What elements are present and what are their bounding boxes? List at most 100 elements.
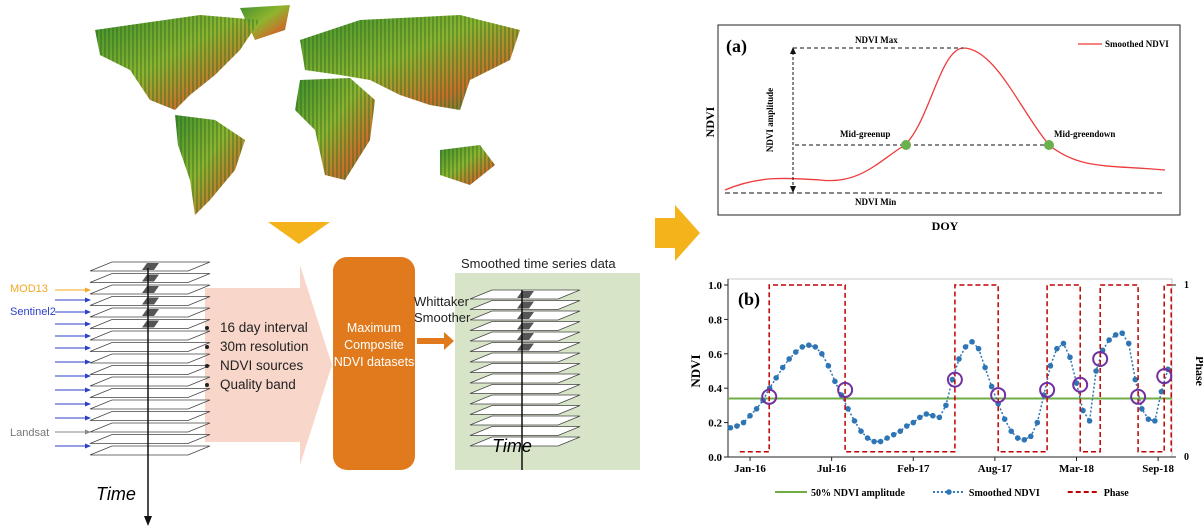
data-point bbox=[1159, 389, 1165, 395]
input-arrowhead bbox=[85, 402, 91, 407]
data-point bbox=[1061, 341, 1067, 347]
time-label: Time bbox=[96, 484, 136, 504]
data-point bbox=[747, 413, 753, 419]
time-label: Time bbox=[492, 436, 532, 456]
down-arrow bbox=[268, 222, 330, 244]
data-point bbox=[858, 428, 864, 434]
annotation: Mid-greenup bbox=[840, 129, 890, 139]
input-arrowhead bbox=[85, 346, 91, 351]
x-axis-label: DOY bbox=[932, 219, 959, 233]
data-point bbox=[989, 384, 995, 390]
y-tick-label: 0.8 bbox=[708, 314, 722, 326]
x-tick-label: Jan-16 bbox=[734, 463, 766, 475]
data-point bbox=[1126, 341, 1132, 347]
series-line bbox=[740, 285, 1171, 452]
right-arrow bbox=[655, 205, 700, 261]
data-point bbox=[793, 349, 799, 355]
layer bbox=[90, 412, 210, 421]
data-point bbox=[1113, 332, 1119, 338]
smoothed-stack bbox=[470, 290, 580, 446]
data-point bbox=[1080, 408, 1086, 414]
smoother-arrow bbox=[417, 332, 454, 350]
time-arrowhead bbox=[144, 516, 152, 526]
data-point bbox=[976, 346, 982, 352]
data-point bbox=[1119, 330, 1125, 336]
layer bbox=[90, 343, 210, 352]
y-tick-label: 1.0 bbox=[708, 280, 722, 292]
layer bbox=[90, 331, 210, 340]
data-point bbox=[1028, 434, 1034, 440]
world-map bbox=[95, 5, 520, 215]
data-point bbox=[917, 415, 923, 421]
legend-label: Smoothed NDVI bbox=[1105, 39, 1169, 49]
x-tick-label: Aug-17 bbox=[978, 463, 1013, 475]
data-point bbox=[1054, 346, 1060, 352]
input-arrowhead bbox=[85, 288, 91, 293]
smoother-label: Whittaker Smoother bbox=[414, 294, 458, 326]
bullet: NDVI sources bbox=[220, 356, 342, 375]
bullet: Quality band bbox=[220, 375, 342, 394]
data-point bbox=[930, 413, 936, 419]
data-point bbox=[937, 415, 943, 421]
input-label: MOD13 bbox=[10, 283, 48, 295]
data-point bbox=[910, 420, 916, 426]
legend-label: 50% NDVI amplitude bbox=[811, 488, 905, 499]
x-tick-label: Jul-16 bbox=[817, 463, 847, 475]
plot-frame bbox=[728, 279, 1172, 457]
input-stack bbox=[90, 262, 210, 455]
composite-label: Maximum Composite NDVI datasets bbox=[333, 320, 415, 371]
data-point bbox=[1093, 368, 1099, 374]
panel-label: (b) bbox=[738, 289, 760, 310]
layer bbox=[90, 446, 210, 455]
layer bbox=[90, 366, 210, 375]
data-point bbox=[1139, 406, 1145, 412]
legend-label: Phase bbox=[1104, 488, 1130, 499]
layer bbox=[90, 377, 210, 386]
bullet: 30m resolution bbox=[220, 337, 342, 356]
input-arrowhead bbox=[85, 388, 91, 393]
data-point bbox=[865, 435, 871, 441]
data-point bbox=[891, 432, 897, 438]
data-point bbox=[1067, 354, 1073, 360]
data-point bbox=[826, 363, 832, 369]
input-arrowhead bbox=[85, 334, 91, 339]
data-point bbox=[1087, 418, 1093, 424]
data-point bbox=[806, 342, 812, 348]
data-point bbox=[780, 365, 786, 371]
data-point bbox=[852, 418, 858, 424]
data-point bbox=[799, 344, 805, 350]
annotation: NDVI Min bbox=[855, 197, 896, 207]
y-axis-label: NDVI bbox=[688, 354, 703, 387]
data-point bbox=[1008, 428, 1014, 434]
data-point bbox=[982, 365, 988, 371]
input-arrowhead bbox=[85, 310, 91, 315]
y2-tick-label: 1 bbox=[1184, 280, 1189, 291]
x-tick-label: Sep-18 bbox=[1142, 463, 1174, 475]
bullet-list: 16 day interval 30m resolution NDVI sour… bbox=[208, 318, 342, 394]
input-arrows bbox=[55, 288, 91, 449]
data-point bbox=[1106, 337, 1112, 343]
input-label: Landsat bbox=[10, 427, 49, 439]
chart: 0.00.20.40.60.81.001Jan-16Jul-16Feb-17Au… bbox=[688, 279, 1203, 499]
data-point bbox=[963, 344, 969, 350]
bullet: 16 day interval bbox=[220, 318, 342, 337]
legend-label: Smoothed NDVI bbox=[969, 488, 1040, 499]
y2-axis-label: Phase bbox=[1193, 356, 1203, 387]
data-point bbox=[1021, 437, 1027, 443]
data-point bbox=[956, 356, 962, 362]
y-tick-label: 0.6 bbox=[708, 349, 722, 361]
data-point bbox=[832, 379, 838, 385]
data-point bbox=[1035, 420, 1041, 426]
input-arrowhead bbox=[85, 322, 91, 327]
y2-tick-label: 0 bbox=[1184, 452, 1189, 463]
data-point bbox=[884, 435, 890, 441]
data-point bbox=[897, 428, 903, 434]
input-label: Sentinel2 bbox=[10, 306, 56, 318]
data-point bbox=[1048, 363, 1054, 369]
data-point bbox=[728, 425, 734, 431]
data-point bbox=[786, 356, 792, 362]
data-point bbox=[904, 423, 910, 429]
data-point bbox=[741, 420, 747, 426]
data-point bbox=[871, 439, 877, 445]
x-tick-label: Mar-18 bbox=[1059, 463, 1095, 475]
